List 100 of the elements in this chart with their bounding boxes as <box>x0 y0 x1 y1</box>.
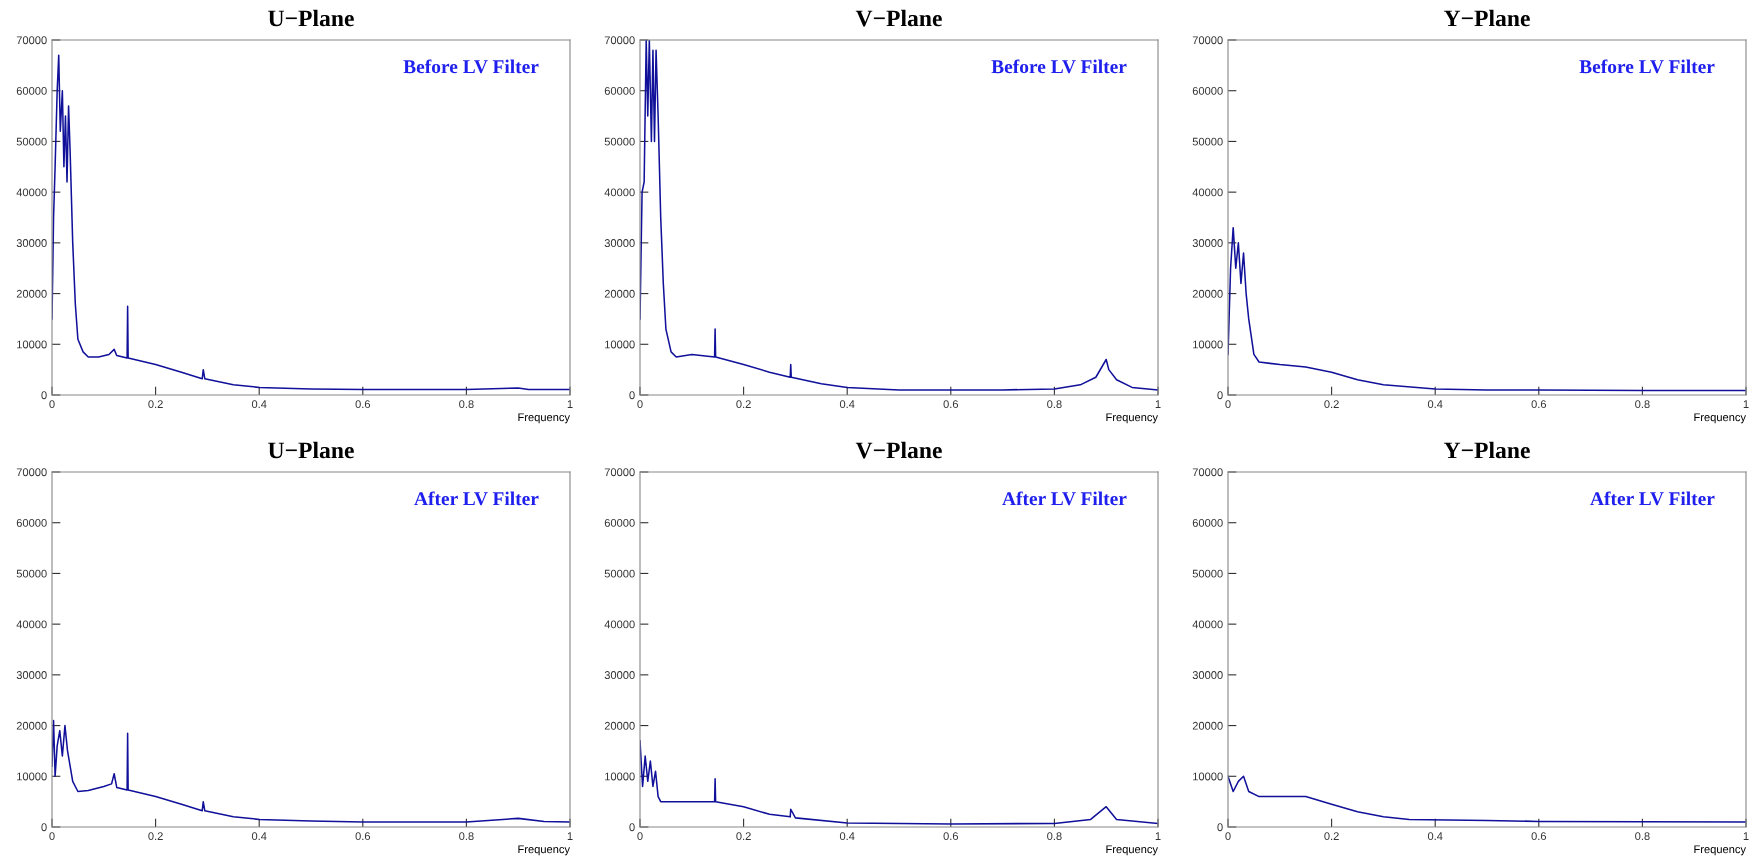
x-axis-title: Frequency <box>1106 413 1158 424</box>
y-tick-label: 0 <box>41 391 47 400</box>
x-tick-label: 0.2 <box>148 400 163 409</box>
x-tick-label: 0.2 <box>148 832 163 841</box>
y-tick-label: 20000 <box>604 289 635 298</box>
y-tick-label: 50000 <box>604 137 635 146</box>
x-tick-label: 0.4 <box>1427 832 1443 841</box>
y-tick-label: 40000 <box>16 620 47 629</box>
y-tick-label: 20000 <box>1192 289 1223 298</box>
x-tick-label: 0 <box>637 400 643 409</box>
y-tick-label: 30000 <box>16 239 47 247</box>
chart-title: Y−Plane <box>1443 9 1530 27</box>
chart-title: V−Plane <box>855 9 942 27</box>
y-tick-label: 70000 <box>16 36 47 45</box>
x-axis-title: Frequency <box>1694 845 1746 856</box>
x-tick-label: 0.2 <box>736 400 751 409</box>
x-tick-label: 0.6 <box>355 832 371 841</box>
y-tick-label: 10000 <box>605 772 635 781</box>
x-axis-title: Frequency <box>518 413 570 424</box>
x-tick-label: 0.6 <box>943 400 959 409</box>
y-tick-label: 50000 <box>1192 569 1223 578</box>
x-tick-label: 1 <box>1155 832 1161 840</box>
x-tick-label: 0.2 <box>1324 832 1339 841</box>
y-tick-label: 60000 <box>16 518 47 527</box>
y-tick-label: 70000 <box>16 468 47 477</box>
y-tick-label: 30000 <box>16 671 47 679</box>
x-axis-title: Frequency <box>1694 413 1746 424</box>
y-tick-label: 50000 <box>1192 137 1223 146</box>
annotation: After LV Filter <box>414 491 539 506</box>
x-tick-label: 0.6 <box>355 400 371 409</box>
y-tick-label: 40000 <box>16 188 47 197</box>
x-tick-label: 0.6 <box>1531 400 1547 409</box>
x-tick-label: 0.8 <box>459 832 474 841</box>
y-tick-label: 70000 <box>1192 36 1223 45</box>
x-axis-title: Frequency <box>518 845 570 856</box>
line-series <box>52 54 570 391</box>
x-tick-label: 0.2 <box>1324 400 1339 409</box>
y-tick-label: 40000 <box>1192 620 1223 629</box>
y-tick-label: 30000 <box>604 671 635 679</box>
x-tick-label: 0 <box>637 832 643 841</box>
y-tick-label: 60000 <box>1192 518 1223 527</box>
y-tick-label: 60000 <box>604 518 635 527</box>
x-tick-label: 0.6 <box>943 832 959 841</box>
y-tick-label: 50000 <box>604 569 635 578</box>
x-tick-label: 1 <box>1155 400 1161 408</box>
y-tick-label: 50000 <box>16 137 47 146</box>
x-tick-label: 1 <box>567 832 573 840</box>
annotation: After LV Filter <box>1002 491 1127 506</box>
line-series <box>1228 775 1746 823</box>
x-tick-label: 1 <box>1743 400 1749 408</box>
y-tick-label: 20000 <box>604 721 635 730</box>
chart-title: U−Plane <box>268 441 354 459</box>
y-tick-label: 60000 <box>604 86 635 95</box>
x-tick-label: 0.8 <box>1047 400 1062 409</box>
x-tick-label: 1 <box>567 400 573 408</box>
x-tick-label: 0.4 <box>251 832 267 841</box>
annotation: Before LV Filter <box>991 59 1127 74</box>
x-tick-label: 0 <box>1225 400 1231 409</box>
y-tick-label: 10000 <box>1193 772 1223 781</box>
x-tick-label: 0.4 <box>1427 400 1443 409</box>
y-tick-label: 40000 <box>604 620 635 629</box>
y-tick-label: 0 <box>41 823 47 832</box>
y-tick-label: 20000 <box>16 721 47 730</box>
y-tick-label: 0 <box>1217 823 1223 832</box>
x-tick-label: 0.4 <box>839 400 855 409</box>
y-tick-label: 50000 <box>16 569 47 578</box>
chart-title: Y−Plane <box>1443 441 1530 459</box>
x-tick-label: 0 <box>49 400 55 409</box>
y-tick-label: 70000 <box>604 36 635 45</box>
annotation: After LV Filter <box>1590 491 1715 506</box>
x-axis-title: Frequency <box>1106 845 1158 856</box>
y-tick-label: 20000 <box>16 289 47 298</box>
y-tick-label: 40000 <box>604 188 635 197</box>
x-tick-label: 0.4 <box>839 832 855 841</box>
x-tick-label: 0.8 <box>459 400 474 409</box>
y-tick-label: 0 <box>629 823 635 832</box>
annotation: Before LV Filter <box>403 59 539 74</box>
y-tick-label: 20000 <box>1192 721 1223 730</box>
x-tick-label: 0.2 <box>736 832 751 841</box>
y-tick-label: 60000 <box>16 86 47 95</box>
y-tick-label: 10000 <box>17 340 47 349</box>
y-tick-label: 60000 <box>1192 86 1223 95</box>
y-tick-label: 10000 <box>1193 340 1223 349</box>
chart-title: V−Plane <box>855 441 942 459</box>
x-tick-label: 1 <box>1743 832 1749 840</box>
y-tick-label: 30000 <box>1192 239 1223 247</box>
x-tick-label: 0.6 <box>1531 832 1547 841</box>
annotation: Before LV Filter <box>1579 59 1715 74</box>
y-tick-label: 40000 <box>1192 188 1223 197</box>
x-tick-label: 0.8 <box>1635 400 1650 409</box>
y-tick-label: 30000 <box>604 239 635 247</box>
x-tick-label: 0.8 <box>1047 832 1062 841</box>
line-series <box>52 719 570 823</box>
x-tick-label: 0 <box>49 832 55 841</box>
y-tick-label: 0 <box>629 391 635 400</box>
x-tick-label: 0 <box>1225 832 1231 841</box>
chart-title: U−Plane <box>268 9 354 27</box>
line-series <box>1228 226 1746 392</box>
y-tick-label: 10000 <box>17 772 47 781</box>
y-tick-label: 30000 <box>1192 671 1223 679</box>
